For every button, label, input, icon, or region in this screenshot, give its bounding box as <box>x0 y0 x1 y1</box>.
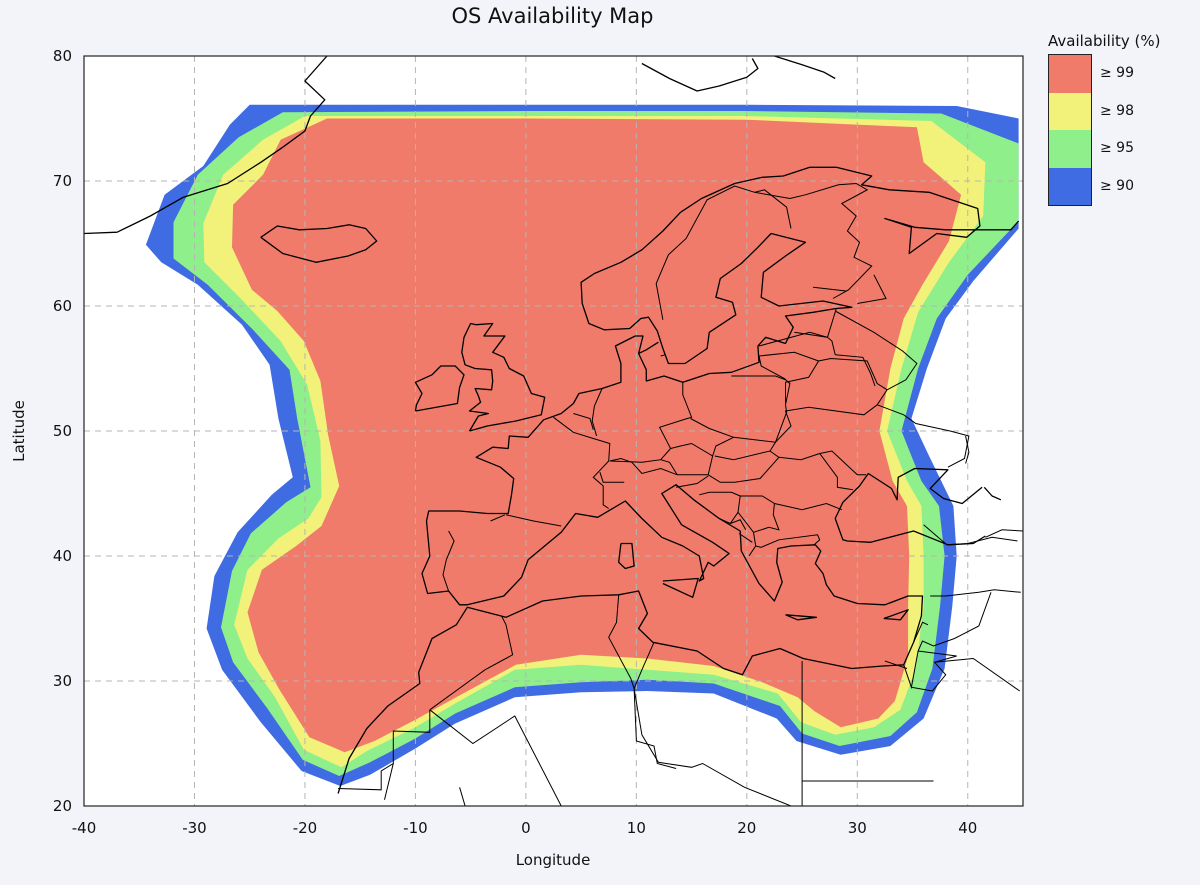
coastline <box>84 56 328 235</box>
country-border <box>785 357 888 406</box>
country-border <box>505 514 562 527</box>
legend-swatch-95 <box>1049 130 1091 168</box>
coastline <box>461 322 546 432</box>
country-border <box>442 530 455 592</box>
country-border <box>707 450 780 483</box>
country-border <box>553 416 611 509</box>
x-tick-label: 20 <box>737 819 756 837</box>
coastline <box>774 56 836 80</box>
country-border <box>985 529 1023 538</box>
x-tick-label: -20 <box>293 819 318 837</box>
y-tick-label: 70 <box>53 172 72 190</box>
y-axis-ticks: 20 30 40 50 60 70 80 <box>53 47 72 815</box>
y-tick-label: 50 <box>53 422 72 440</box>
coastline <box>638 341 659 355</box>
legend-swatch-90 <box>1049 167 1091 205</box>
country-border <box>429 615 514 711</box>
country-border <box>738 533 753 543</box>
country-border <box>633 642 655 689</box>
country-border <box>834 310 918 391</box>
x-tick-label: -30 <box>182 819 207 837</box>
x-tick-label: 0 <box>521 819 531 837</box>
legend-label-95: ≥ 95 <box>1100 140 1134 156</box>
country-border <box>690 375 791 443</box>
country-border <box>857 274 887 304</box>
y-tick-label: 60 <box>53 297 72 315</box>
country-border <box>930 589 1021 597</box>
coastlines <box>84 56 1020 794</box>
legend-label-98: ≥ 98 <box>1100 103 1134 119</box>
coastline <box>641 58 759 92</box>
country-border <box>758 355 791 384</box>
x-tick-label: 10 <box>627 819 646 837</box>
country-border <box>911 650 957 692</box>
country-border <box>835 354 876 387</box>
legend-label-90: ≥ 90 <box>1100 178 1134 194</box>
y-axis-label: Latitude <box>10 400 28 462</box>
country-border <box>758 351 819 362</box>
country-border <box>660 459 678 476</box>
legend-swatch-99 <box>1049 55 1091 93</box>
plot-frame <box>83 55 1024 807</box>
country-border <box>591 388 603 437</box>
y-tick-label: 20 <box>53 797 72 815</box>
legend-label-99: ≥ 99 <box>1100 65 1134 81</box>
country-border <box>778 452 853 491</box>
x-tick-label: -10 <box>403 819 428 837</box>
country-borders <box>338 182 1023 806</box>
coastline <box>983 486 1002 501</box>
coastline <box>414 365 465 412</box>
coastline <box>785 614 818 621</box>
coastline <box>662 577 699 598</box>
country-border <box>965 435 970 464</box>
coastline <box>834 467 986 546</box>
country-border <box>813 286 847 292</box>
country-border <box>655 182 873 320</box>
country-border <box>676 475 709 488</box>
country-border <box>819 450 867 476</box>
coastline <box>425 166 1020 522</box>
country-border <box>730 519 747 531</box>
country-border <box>633 688 792 806</box>
country-border <box>754 189 792 229</box>
country-border <box>712 436 734 457</box>
country-border <box>913 621 929 643</box>
country-border <box>884 660 908 669</box>
country-border <box>774 502 842 511</box>
country-border <box>609 457 633 463</box>
country-border <box>573 413 594 430</box>
country-border <box>923 524 1018 546</box>
country-border <box>934 657 1020 692</box>
coastline <box>883 609 909 621</box>
legend-title: Availability (%) <box>1048 32 1161 50</box>
x-tick-label: 40 <box>958 819 977 837</box>
x-axis-ticks: -40 -30 -20 -10 0 10 20 30 40 <box>72 819 978 837</box>
x-tick-label: -40 <box>72 819 97 837</box>
country-border <box>459 787 466 806</box>
country-border <box>660 354 666 357</box>
country-border <box>794 308 837 338</box>
country-border <box>903 592 992 690</box>
grid <box>84 56 1023 806</box>
country-border <box>609 382 693 463</box>
legend-swatch-98 <box>1049 92 1091 130</box>
coastline <box>260 224 378 263</box>
x-axis-label: Longitude <box>516 851 591 869</box>
country-border <box>599 472 625 483</box>
y-tick-label: 80 <box>53 47 72 65</box>
coastline <box>337 484 924 794</box>
legend-colorbar <box>1048 54 1092 206</box>
x-tick-label: 30 <box>848 819 867 837</box>
country-border <box>748 532 821 557</box>
map-title: OS Availability Map <box>451 4 654 28</box>
coastline <box>618 542 635 570</box>
y-tick-label: 30 <box>53 672 72 690</box>
country-border <box>490 514 506 522</box>
country-border <box>737 495 780 533</box>
y-tick-label: 40 <box>53 547 72 565</box>
country-border <box>384 763 394 800</box>
country-border <box>429 709 562 806</box>
